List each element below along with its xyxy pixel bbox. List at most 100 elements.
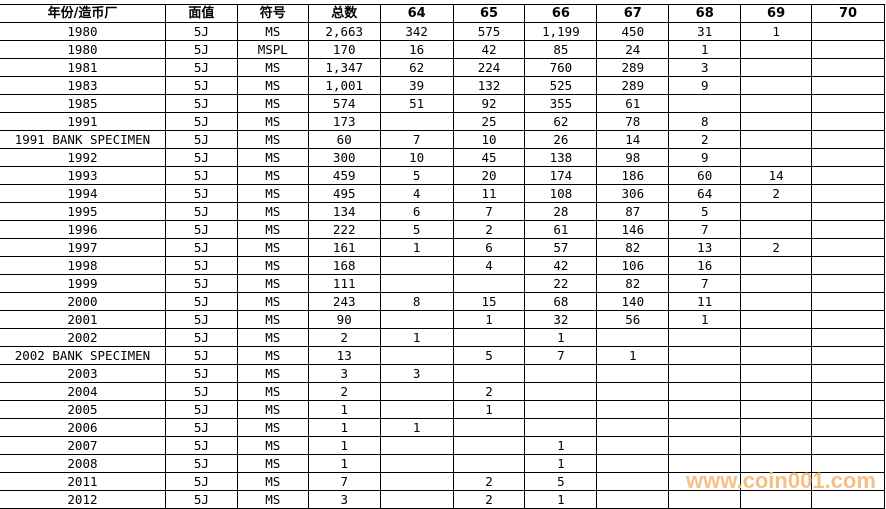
table-cell[interactable] (596, 382, 670, 401)
table-cell[interactable] (740, 40, 813, 59)
table-cell[interactable]: 64 (668, 184, 742, 203)
table-cell[interactable]: MS (236, 328, 309, 347)
table-cell[interactable]: 61 (596, 94, 670, 113)
table-cell[interactable]: MS (236, 112, 309, 131)
table-cell[interactable]: 5J (164, 490, 238, 509)
table-cell[interactable] (596, 436, 670, 455)
table-cell[interactable]: 3 (307, 490, 381, 509)
table-cell[interactable] (740, 256, 813, 275)
table-cell[interactable]: 1 (524, 436, 598, 455)
table-cell[interactable] (811, 166, 885, 185)
table-cell[interactable]: 26 (524, 130, 598, 149)
table-cell[interactable]: 1 (596, 346, 670, 365)
table-cell[interactable]: 1 (524, 454, 598, 473)
table-cell[interactable]: 1999 (0, 274, 166, 293)
table-cell[interactable]: 300 (307, 148, 381, 167)
table-cell[interactable]: 2001 (0, 310, 166, 329)
table-cell[interactable]: 51 (379, 94, 454, 113)
table-cell[interactable] (740, 130, 813, 149)
column-header[interactable]: 符号 (236, 4, 309, 23)
table-cell[interactable]: 14 (740, 166, 813, 185)
table-cell[interactable]: 5J (164, 58, 238, 77)
table-cell[interactable] (379, 400, 454, 419)
table-cell[interactable]: 1985 (0, 94, 166, 113)
table-cell[interactable] (740, 112, 813, 131)
table-cell[interactable] (740, 310, 813, 329)
table-cell[interactable]: 2 (452, 472, 526, 491)
table-cell[interactable] (740, 58, 813, 77)
table-cell[interactable]: 8 (668, 112, 742, 131)
table-cell[interactable] (811, 220, 885, 239)
table-cell[interactable]: 22 (524, 274, 598, 293)
table-cell[interactable]: 5J (164, 40, 238, 59)
table-cell[interactable]: 5J (164, 184, 238, 203)
table-cell[interactable] (596, 400, 670, 419)
table-cell[interactable]: 2 (452, 382, 526, 401)
table-cell[interactable]: 1 (452, 400, 526, 419)
table-cell[interactable]: 222 (307, 220, 381, 239)
table-cell[interactable]: 1997 (0, 238, 166, 257)
table-cell[interactable]: 1 (452, 310, 526, 329)
table-cell[interactable]: 1996 (0, 220, 166, 239)
table-cell[interactable]: 5J (164, 346, 238, 365)
table-cell[interactable]: 9 (668, 148, 742, 167)
table-cell[interactable]: 5J (164, 112, 238, 131)
table-cell[interactable]: 224 (452, 58, 526, 77)
table-cell[interactable] (740, 292, 813, 311)
table-cell[interactable]: 5J (164, 202, 238, 221)
table-cell[interactable]: 39 (379, 76, 454, 95)
table-cell[interactable]: 11 (452, 184, 526, 203)
table-cell[interactable]: 82 (596, 274, 670, 293)
table-cell[interactable]: 1 (668, 40, 742, 59)
table-cell[interactable]: 5 (668, 202, 742, 221)
table-cell[interactable] (740, 76, 813, 95)
table-cell[interactable]: 5J (164, 454, 238, 473)
table-cell[interactable]: MS (236, 58, 309, 77)
table-cell[interactable]: 2011 (0, 472, 166, 491)
table-cell[interactable] (811, 148, 885, 167)
table-cell[interactable]: 1 (668, 310, 742, 329)
table-cell[interactable]: 3 (379, 364, 454, 383)
table-cell[interactable]: MS (236, 454, 309, 473)
table-cell[interactable]: 1980 (0, 40, 166, 59)
table-cell[interactable]: MS (236, 364, 309, 383)
table-cell[interactable]: 2005 (0, 400, 166, 419)
table-cell[interactable]: 106 (596, 256, 670, 275)
table-cell[interactable]: MS (236, 94, 309, 113)
table-cell[interactable] (811, 256, 885, 275)
table-cell[interactable] (379, 256, 454, 275)
table-cell[interactable]: 6 (379, 202, 454, 221)
table-cell[interactable] (740, 418, 813, 437)
table-cell[interactable]: 140 (596, 292, 670, 311)
table-cell[interactable]: MS (236, 238, 309, 257)
table-cell[interactable]: 2 (740, 184, 813, 203)
table-cell[interactable]: 78 (596, 112, 670, 131)
table-cell[interactable]: 16 (668, 256, 742, 275)
table-cell[interactable]: 5 (379, 220, 454, 239)
table-cell[interactable] (811, 364, 885, 383)
table-cell[interactable]: MS (236, 220, 309, 239)
table-cell[interactable]: 243 (307, 292, 381, 311)
table-cell[interactable]: 85 (524, 40, 598, 59)
table-cell[interactable] (452, 328, 526, 347)
table-cell[interactable] (740, 346, 813, 365)
table-cell[interactable]: 186 (596, 166, 670, 185)
column-header[interactable]: 65 (452, 4, 526, 23)
table-cell[interactable] (811, 274, 885, 293)
table-cell[interactable]: 6 (452, 238, 526, 257)
table-cell[interactable]: 5J (164, 364, 238, 383)
table-cell[interactable] (668, 328, 742, 347)
table-cell[interactable]: 1,347 (307, 58, 381, 77)
table-cell[interactable]: MS (236, 436, 309, 455)
table-cell[interactable] (524, 364, 598, 383)
column-header[interactable]: 面值 (164, 4, 238, 23)
table-cell[interactable]: 2008 (0, 454, 166, 473)
column-header[interactable]: 年份/造币厂 (0, 4, 166, 23)
table-cell[interactable] (811, 22, 885, 41)
table-cell[interactable]: 1998 (0, 256, 166, 275)
table-cell[interactable]: 5J (164, 436, 238, 455)
table-cell[interactable]: 1 (379, 328, 454, 347)
table-cell[interactable]: 306 (596, 184, 670, 203)
table-cell[interactable] (668, 490, 742, 509)
table-cell[interactable] (740, 94, 813, 113)
